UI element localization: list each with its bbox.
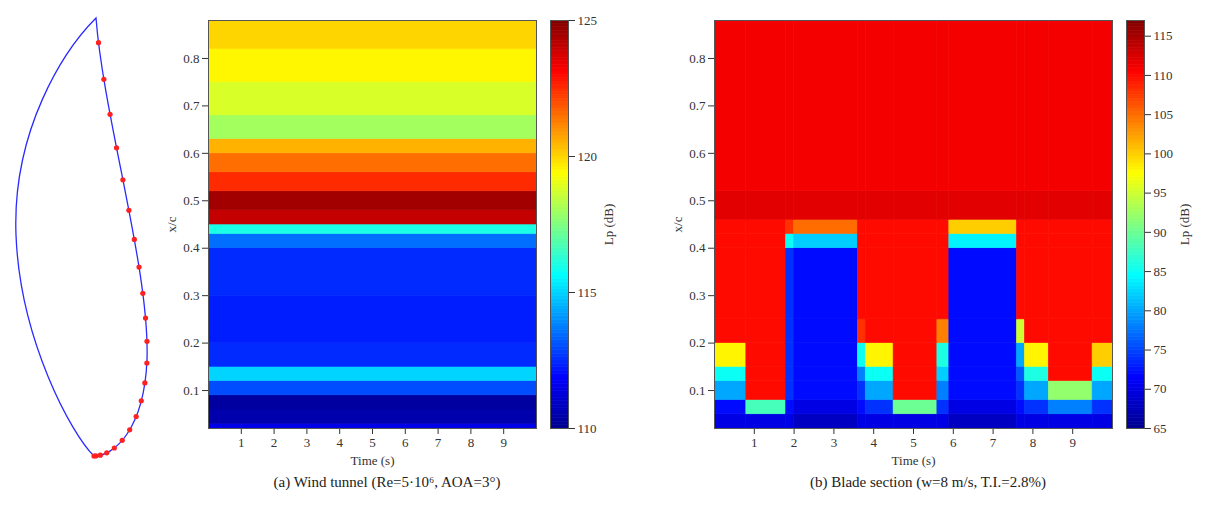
svg-text:0.8: 0.8 xyxy=(689,51,705,66)
svg-text:0.1: 0.1 xyxy=(183,383,199,398)
svg-text:5: 5 xyxy=(369,435,376,450)
svg-text:9: 9 xyxy=(1069,435,1076,450)
svg-text:7: 7 xyxy=(435,435,442,450)
svg-text:0.6: 0.6 xyxy=(689,145,706,160)
svg-text:5: 5 xyxy=(910,435,917,450)
svg-text:0.1: 0.1 xyxy=(689,383,705,398)
svg-text:70: 70 xyxy=(1154,381,1167,396)
svg-text:0.8: 0.8 xyxy=(183,51,199,66)
svg-text:115: 115 xyxy=(1154,28,1173,43)
svg-text:0.4: 0.4 xyxy=(689,240,706,255)
svg-text:0.2: 0.2 xyxy=(689,335,705,350)
svg-text:Time (s): Time (s) xyxy=(351,453,395,468)
svg-text:110: 110 xyxy=(578,421,597,436)
html-text:(a) Wind tunnel (Re=5·10⁶, AOA: (a) Wind tunnel (Re=5·10⁶, AOA=3°) xyxy=(273,474,501,490)
svg-text:0.5: 0.5 xyxy=(183,193,199,208)
svg-text:115: 115 xyxy=(578,285,597,300)
svg-text:95: 95 xyxy=(1154,185,1167,200)
svg-text:0.4: 0.4 xyxy=(183,240,200,255)
svg-text:7: 7 xyxy=(990,435,997,450)
svg-text:90: 90 xyxy=(1154,225,1167,240)
svg-text:0.7: 0.7 xyxy=(689,98,706,113)
svg-text:6: 6 xyxy=(402,435,409,450)
svg-text:0.6: 0.6 xyxy=(183,145,200,160)
svg-text:3: 3 xyxy=(304,435,311,450)
svg-text:9: 9 xyxy=(500,435,507,450)
svg-text:65: 65 xyxy=(1154,421,1167,436)
svg-text:8: 8 xyxy=(1030,435,1037,450)
svg-text:100: 100 xyxy=(1154,146,1174,161)
svg-text:4: 4 xyxy=(870,435,877,450)
svg-text:Lp (dB): Lp (dB) xyxy=(601,204,616,246)
svg-text:Lp (dB): Lp (dB) xyxy=(1177,204,1192,246)
svg-text:85: 85 xyxy=(1154,264,1167,279)
html-text:(b) Blade section (w=8 m/s, T.: (b) Blade section (w=8 m/s, T.I.=2.8%) xyxy=(810,474,1046,490)
svg-text:x/c: x/c xyxy=(670,216,685,232)
svg-text:0.3: 0.3 xyxy=(183,288,199,303)
svg-text:80: 80 xyxy=(1154,303,1167,318)
svg-text:1: 1 xyxy=(751,435,758,450)
svg-text:105: 105 xyxy=(1154,107,1174,122)
svg-text:2: 2 xyxy=(791,435,798,450)
svg-text:1: 1 xyxy=(238,435,245,450)
svg-text:8: 8 xyxy=(468,435,475,450)
svg-text:0.7: 0.7 xyxy=(183,98,200,113)
svg-text:110: 110 xyxy=(1154,68,1173,83)
svg-text:120: 120 xyxy=(578,149,598,164)
svg-text:4: 4 xyxy=(336,435,343,450)
svg-text:2: 2 xyxy=(271,435,278,450)
svg-text:75: 75 xyxy=(1154,342,1167,357)
svg-text:0.5: 0.5 xyxy=(689,193,705,208)
svg-text:x/c: x/c xyxy=(164,216,179,232)
svg-text:Time (s): Time (s) xyxy=(892,453,936,468)
svg-text:125: 125 xyxy=(578,13,598,28)
svg-text:0.3: 0.3 xyxy=(689,288,705,303)
svg-text:0.2: 0.2 xyxy=(183,335,199,350)
svg-text:6: 6 xyxy=(950,435,957,450)
svg-text:3: 3 xyxy=(831,435,838,450)
